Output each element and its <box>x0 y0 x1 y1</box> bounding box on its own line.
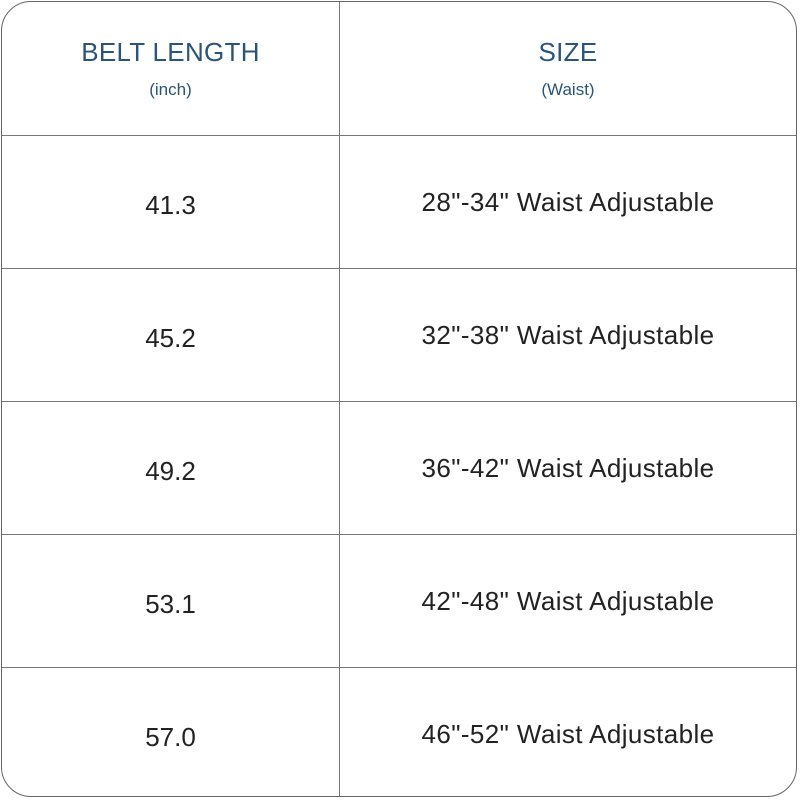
belt-length-cell: 49.2 <box>145 455 196 486</box>
header-title: BELT LENGTH <box>81 37 260 67</box>
table-row: 57.0 46"-52" Waist Adjustable <box>2 667 796 796</box>
header-title: SIZE <box>538 37 598 67</box>
size-cell: 42"-48" Waist Adjustable <box>421 585 715 616</box>
header-unit: (inch) <box>149 80 192 99</box>
size-cell: 46"-52" Waist Adjustable <box>421 718 715 749</box>
table-header-row: BELT LENGTH (inch) SIZE (Waist) <box>2 2 796 135</box>
size-cell: 28"-34" Waist Adjustable <box>421 186 715 217</box>
belt-length-cell: 45.2 <box>145 322 196 353</box>
size-cell: 32"-38" Waist Adjustable <box>421 319 715 350</box>
header-unit: (Waist) <box>541 80 595 99</box>
table-row: 53.1 42"-48" Waist Adjustable <box>2 534 796 667</box>
table-row: 41.3 28"-34" Waist Adjustable <box>2 135 796 268</box>
belt-length-cell: 53.1 <box>145 588 196 619</box>
belt-length-cell: 57.0 <box>145 721 196 752</box>
header-belt-length: BELT LENGTH (inch) <box>2 2 340 135</box>
table-row: 45.2 32"-38" Waist Adjustable <box>2 268 796 401</box>
header-size: SIZE (Waist) <box>340 2 796 135</box>
table-row: 49.2 36"-42" Waist Adjustable <box>2 401 796 534</box>
size-cell: 36"-42" Waist Adjustable <box>421 452 715 483</box>
belt-length-cell: 41.3 <box>145 189 196 220</box>
